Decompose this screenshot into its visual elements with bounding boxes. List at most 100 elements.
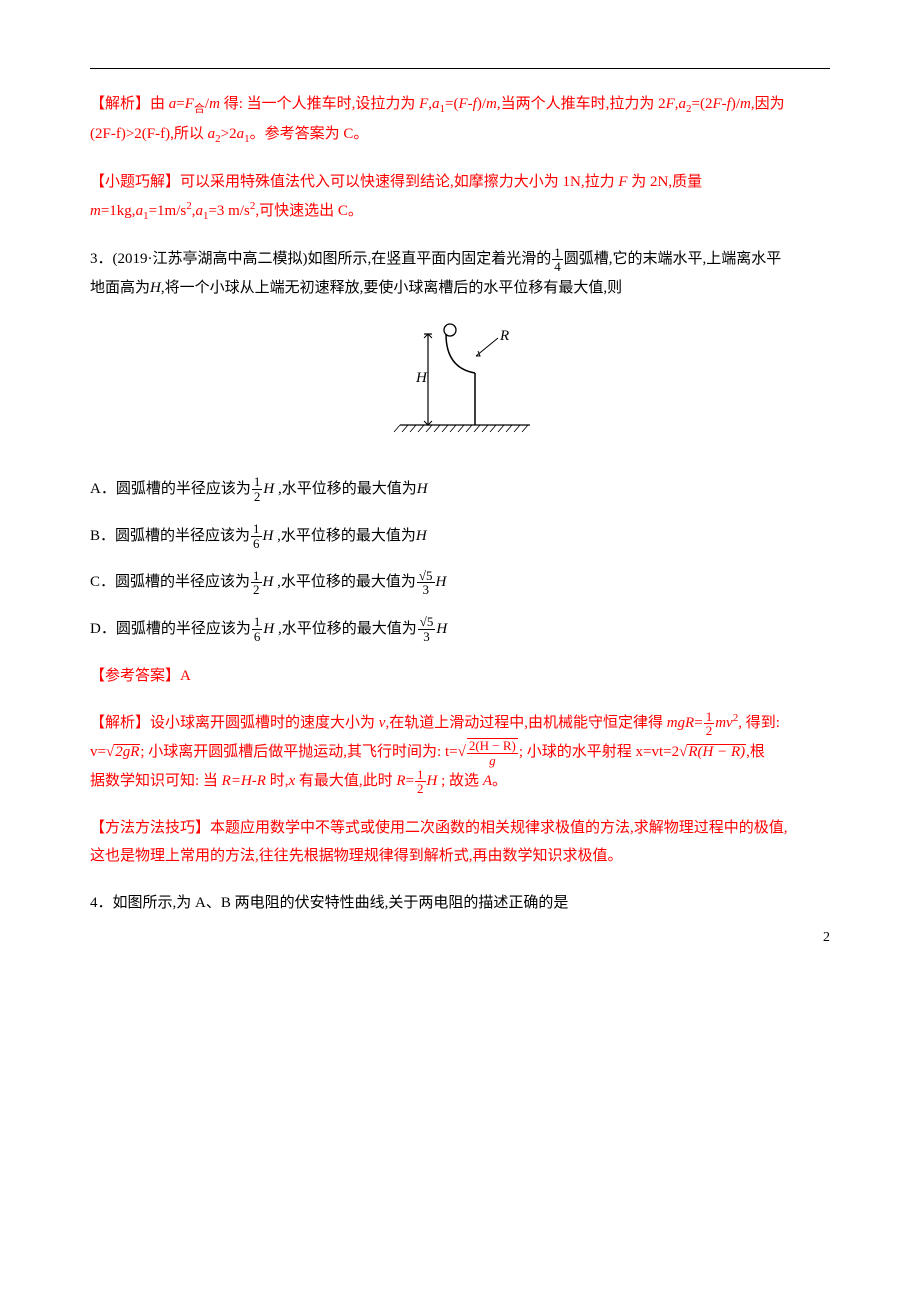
t: 如图所示,在竖直平面内固定着光滑的 <box>308 251 552 267</box>
t: ,可快速选出 C。 <box>255 203 363 219</box>
t: 有最大值,此时 <box>295 773 396 789</box>
t: ,水平位移的最大值为 <box>274 481 417 497</box>
d: 2 <box>415 782 426 796</box>
t: )/ <box>477 96 486 112</box>
frac: 16 <box>252 615 263 643</box>
d: 4 <box>552 260 563 274</box>
a1: a <box>136 203 144 219</box>
m: m <box>486 96 497 112</box>
t: 可以采用特殊值法代入可以快速得到结论,如摩擦力大小为 1N,拉力 <box>180 174 618 190</box>
F: F <box>666 96 675 112</box>
t: ,水平位移的最大值为 <box>274 621 417 637</box>
H: H <box>417 481 428 497</box>
t: ,水平位移的最大值为 <box>273 574 416 590</box>
t: =1m/s <box>149 203 187 219</box>
q3-option-C: C．圆弧槽的半径应该为12H ,水平位移的最大值为√53H <box>90 568 830 597</box>
H: H <box>263 621 274 637</box>
num: 3． <box>90 251 113 267</box>
t: 圆弧槽的半径应该为 <box>115 528 250 544</box>
page: 【解析】由 a=F合/m 得: 当一个人推车时,设拉力为 F,a1=(F-f)/… <box>0 0 920 975</box>
n: √5 <box>417 569 435 584</box>
t: ,当两个人推车时,拉力为 2 <box>497 96 666 112</box>
analysis-1: 【解析】由 a=F合/m 得: 当一个人推车时,设拉力为 F,a1=(F-f)/… <box>90 90 830 150</box>
d: 2 <box>252 490 263 504</box>
t: v= <box>90 744 106 760</box>
a1: a <box>237 126 245 142</box>
eq: = <box>694 715 702 731</box>
R-label: R <box>499 328 509 344</box>
t: ,根 <box>746 744 765 760</box>
q3-option-A: A．圆弧槽的半径应该为12H ,水平位移的最大值为H <box>90 475 830 504</box>
t: 圆弧槽的半径应该为 <box>116 481 251 497</box>
arc-diagram: H R <box>380 320 540 440</box>
q3-figure: H R <box>90 320 830 451</box>
H: H <box>436 621 447 637</box>
H: H <box>427 773 438 789</box>
mv: mv <box>715 715 733 731</box>
mgR: mgR <box>667 715 695 731</box>
t: =(2 <box>692 96 713 112</box>
frac: 2(H − R)g <box>467 738 518 767</box>
H: H <box>150 280 161 296</box>
t: 。参考答案为 C。 <box>250 126 369 142</box>
H: H <box>436 574 447 590</box>
q3-analysis: 【解析】设小球离开圆弧槽时的速度大小为 v,在轨道上滑动过程中,由机械能守恒定律… <box>90 708 830 796</box>
m: m <box>740 96 751 112</box>
q3-answer: 【参考答案】A <box>90 662 830 691</box>
d: 2 <box>251 583 262 597</box>
q3-stem: 3．(2019·江苏亭湖高中高二模拟)如图所示,在竖直平面内固定着光滑的14圆弧… <box>90 245 830 302</box>
n: 1 <box>251 569 262 584</box>
d: g <box>467 754 518 768</box>
Ff: F-f <box>713 96 731 112</box>
letter: A． <box>90 481 116 497</box>
frac: 12 <box>251 569 262 597</box>
sqrt: √2gR <box>106 744 140 760</box>
n: 1 <box>252 615 263 630</box>
label: 【解析】 <box>90 715 150 731</box>
t: 圆弧槽的半径应该为 <box>116 621 251 637</box>
t: =1kg, <box>101 203 136 219</box>
page-number: 2 <box>823 925 830 952</box>
q4-stem: 4．如图所示,为 A、B 两电阻的伏安特性曲线,关于两电阻的描述正确的是 <box>90 889 830 918</box>
sqrt-frac: √ <box>458 744 466 760</box>
letter: D． <box>90 621 116 637</box>
t: 圆弧槽,它的末端水平,上端离水平 <box>564 251 782 267</box>
A: A <box>483 773 492 789</box>
t: 由 <box>150 96 169 112</box>
t: 。 <box>492 773 507 789</box>
t: = <box>406 773 414 789</box>
q3-option-D: D．圆弧槽的半径应该为16H ,水平位移的最大值为√53H <box>90 615 830 644</box>
frac-1-4: 14 <box>552 246 563 274</box>
label: 【参考答案】 <box>90 668 180 684</box>
Ff: F-f <box>459 96 477 112</box>
t: )/ <box>731 96 740 112</box>
F: F <box>185 96 194 112</box>
d: 3 <box>417 583 435 597</box>
t: ,水平位移的最大值为 <box>273 528 416 544</box>
n: 1 <box>415 768 426 783</box>
H: H <box>263 528 274 544</box>
d: 6 <box>252 630 263 644</box>
t: 圆弧槽的半径应该为 <box>115 574 250 590</box>
header-rule <box>90 68 830 69</box>
H: H <box>263 574 274 590</box>
n: 2(H − R) <box>467 739 518 754</box>
eq: = <box>176 96 184 112</box>
a1: a <box>195 203 203 219</box>
R: R <box>396 773 405 789</box>
num: 4． <box>90 895 113 911</box>
t: ; 小球离开圆弧槽后做平抛运动,其飞行时间为: t= <box>140 744 457 760</box>
t: >2 <box>221 126 237 142</box>
d: 6 <box>251 537 262 551</box>
t: ; 故选 <box>437 773 482 789</box>
frac: 12 <box>415 768 426 796</box>
d: 3 <box>418 630 436 644</box>
a2: a <box>679 96 687 112</box>
d: 2 <box>704 724 715 738</box>
n: 1 <box>552 246 563 261</box>
t: 本题应用数学中不等式或使用二次函数的相关规律求极值的方法,求解物理过程中的极值, <box>210 820 788 836</box>
t: , 得到: <box>738 715 780 731</box>
t: 据数学知识可知: 当 <box>90 773 222 789</box>
q3-method: 【方法方法技巧】本题应用数学中不等式或使用二次函数的相关规律求极值的方法,求解物… <box>90 814 830 871</box>
frac: 12 <box>252 475 263 503</box>
